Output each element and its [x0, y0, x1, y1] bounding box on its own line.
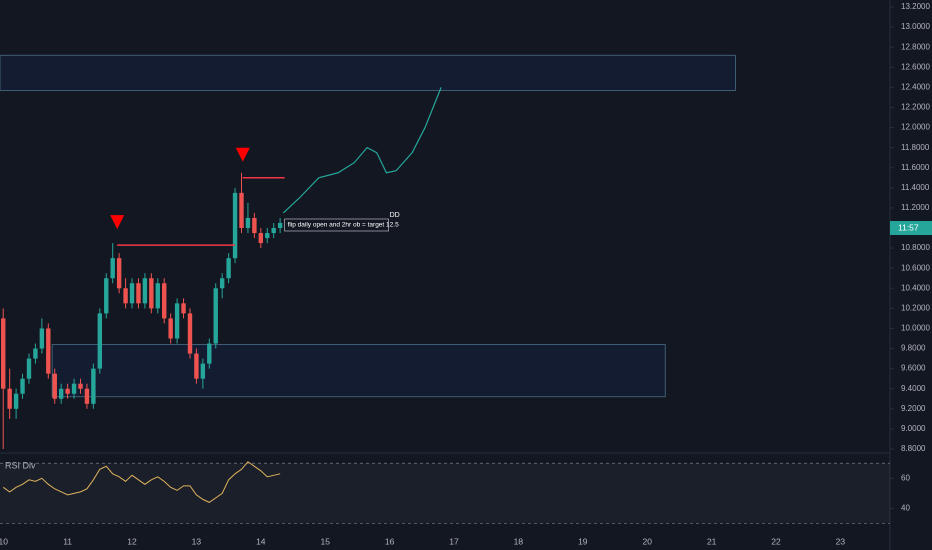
candle-body: [97, 313, 103, 369]
x-tick-label: 18: [514, 536, 524, 546]
x-tick-label: 14: [256, 536, 266, 546]
candle-body: [271, 228, 276, 234]
y-tick-label: 10.6000: [901, 263, 930, 272]
x-tick-label: 17: [449, 536, 459, 546]
candle-body: [232, 192, 238, 259]
y-tick-label: 10.2000: [901, 303, 930, 312]
candle-body: [277, 222, 283, 229]
x-tick-label: 11: [63, 536, 72, 546]
y-tick-label: 11.8000: [901, 143, 930, 152]
candle-body: [162, 283, 167, 319]
candle-body: [194, 353, 199, 379]
y-tick-label: 11.6000: [901, 163, 930, 172]
x-tick-label: 20: [642, 536, 652, 546]
candle-body: [252, 217, 257, 234]
rsi-band: [0, 463, 890, 524]
candle-body: [84, 388, 90, 404]
annotation-box: [284, 218, 389, 232]
candle-body: [1, 318, 6, 389]
rsi-label: RSI Div: [5, 460, 36, 470]
candle-body: [258, 233, 264, 244]
candle-body: [136, 283, 141, 304]
y-tick-label: 12.8000: [901, 42, 930, 51]
x-tick-label: 22: [771, 536, 781, 546]
y-tick-label: 9.8000: [901, 344, 926, 353]
candle-body: [46, 328, 51, 374]
price-label: 11:57: [898, 222, 919, 232]
y-tick-label: 13.2000: [901, 2, 930, 11]
y-tick-label: 12.6000: [901, 62, 930, 71]
candle-body: [142, 278, 148, 304]
candle-body: [52, 373, 57, 399]
x-tick-label: 16: [385, 536, 395, 546]
projection-line: [282, 87, 442, 214]
x-tick-label: 23: [836, 536, 846, 546]
candle-body: [265, 233, 270, 239]
y-tick-label: 11.2000: [901, 203, 930, 212]
candle-body: [239, 192, 244, 229]
candle-body: [20, 378, 25, 394]
candle-body: [181, 303, 186, 314]
candle-body: [7, 388, 12, 409]
candle-body: [33, 348, 38, 359]
x-tick-label: 12: [127, 536, 137, 546]
candle-body: [123, 288, 128, 304]
y-tick-label: 9.0000: [901, 424, 926, 433]
candle-body: [226, 258, 231, 279]
x-tick-label: 13: [192, 536, 202, 546]
tag-label: DD: [390, 212, 400, 219]
candle-body: [65, 388, 70, 394]
candle-body: [13, 393, 19, 409]
candle-body: [207, 343, 212, 364]
zone: [0, 54, 736, 91]
candle-body: [187, 313, 193, 354]
x-tick-label: 15: [320, 536, 330, 546]
y-tick-label: 11.4000: [901, 183, 930, 192]
y-tick-label: 8.8000: [901, 444, 926, 453]
candle-body: [219, 278, 225, 289]
rsi-tick-label: 40: [901, 504, 910, 513]
y-tick-label: 9.2000: [901, 404, 926, 413]
candle-body: [174, 303, 180, 339]
y-tick-label: 10.8000: [901, 243, 930, 252]
y-tick-label: 12.2000: [901, 103, 930, 112]
y-tick-label: 12.0000: [901, 123, 930, 132]
candle-body: [78, 383, 83, 389]
y-tick-label: 13.0000: [901, 22, 930, 31]
candle-body: [213, 288, 218, 344]
x-tick-label: 21: [707, 536, 717, 546]
zone: [51, 344, 666, 398]
y-tick-label: 10.4000: [901, 283, 930, 292]
candle-body: [168, 318, 173, 339]
candle-body: [58, 388, 64, 399]
candle-body: [129, 283, 135, 304]
annotation: flip daily open and 2hr ob = target 12.5: [288, 222, 400, 229]
x-tick-label: 10: [0, 536, 8, 546]
candle-body: [149, 278, 154, 309]
candle-body: [26, 358, 32, 379]
candle-body: [71, 383, 77, 394]
candle-body: [39, 328, 45, 349]
candle-body: [116, 258, 122, 289]
signal-triangle: [235, 147, 250, 162]
rsi-line: [2, 461, 281, 503]
candle-body: [110, 258, 115, 279]
candle-body: [200, 363, 206, 379]
x-tick-label: 19: [578, 536, 588, 546]
signal-triangle: [110, 215, 125, 230]
y-tick-label: 9.4000: [901, 384, 926, 393]
y-tick-label: 10.0000: [901, 324, 930, 333]
candle-body: [91, 368, 96, 404]
candle-body: [245, 217, 251, 229]
y-tick-label: 9.6000: [901, 364, 926, 373]
candle-body: [155, 283, 160, 309]
rsi-tick-label: 60: [901, 473, 910, 482]
candle-body: [104, 278, 109, 314]
y-tick-label: 12.4000: [901, 82, 930, 91]
price-label-box: [890, 221, 932, 236]
